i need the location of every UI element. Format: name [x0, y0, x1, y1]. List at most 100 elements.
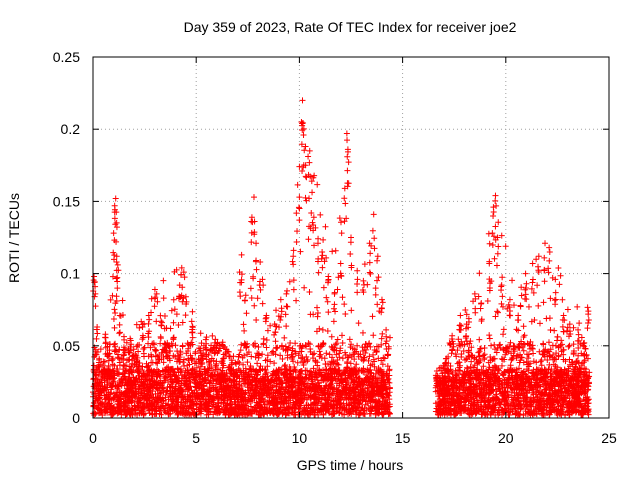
- data-point: [338, 376, 345, 383]
- data-point: [295, 352, 302, 359]
- data-point: [374, 375, 381, 382]
- data-point: [323, 294, 330, 301]
- data-point: [456, 342, 463, 349]
- data-point: [321, 355, 328, 362]
- data-point: [176, 356, 183, 363]
- data-point: [251, 302, 258, 309]
- data-point: [343, 381, 350, 388]
- data-point: [234, 358, 241, 365]
- data-point: [199, 378, 206, 385]
- data-points: [90, 97, 593, 419]
- data-point: [161, 379, 168, 386]
- data-point: [186, 392, 193, 399]
- data-point: [444, 404, 451, 411]
- data-point: [368, 373, 374, 380]
- data-point: [111, 306, 118, 313]
- data-point: [540, 299, 547, 306]
- data-point: [454, 347, 461, 354]
- data-point: [160, 277, 167, 284]
- data-point: [338, 371, 345, 378]
- data-point: [287, 377, 294, 384]
- data-point: [518, 284, 525, 291]
- data-point: [262, 371, 269, 378]
- data-point: [106, 395, 113, 402]
- data-point: [446, 374, 453, 381]
- data-point: [219, 368, 226, 375]
- data-point: [177, 365, 184, 372]
- data-point: [264, 352, 271, 359]
- data-point: [306, 288, 313, 295]
- data-point: [315, 411, 322, 418]
- data-point: [235, 365, 242, 372]
- data-point: [455, 394, 462, 401]
- data-point: [505, 348, 512, 355]
- data-point: [464, 364, 471, 371]
- data-point: [102, 351, 109, 358]
- data-point: [342, 311, 349, 318]
- data-point: [330, 385, 337, 392]
- data-point: [434, 387, 441, 394]
- data-point: [282, 411, 289, 418]
- data-point: [134, 342, 141, 349]
- data-point: [336, 354, 343, 361]
- data-point: [499, 303, 506, 310]
- data-point: [468, 358, 475, 365]
- data-point: [572, 380, 579, 387]
- data-point: [282, 343, 289, 350]
- data-point: [257, 367, 264, 374]
- data-point: [123, 339, 130, 346]
- data-point: [110, 390, 117, 397]
- data-point: [161, 373, 168, 380]
- data-point: [309, 380, 316, 387]
- data-point: [113, 365, 120, 372]
- data-point: [278, 370, 285, 377]
- data-point: [259, 351, 266, 358]
- data-point: [534, 381, 541, 388]
- data-point: [379, 299, 386, 306]
- data-point: [324, 373, 331, 380]
- data-point: [276, 388, 283, 395]
- data-point: [272, 344, 279, 351]
- data-point: [530, 409, 537, 416]
- data-point: [199, 359, 206, 366]
- data-point: [336, 397, 343, 404]
- data-point: [536, 320, 543, 327]
- data-point: [237, 387, 244, 394]
- data-point: [168, 307, 175, 314]
- data-point: [171, 306, 178, 313]
- data-point: [478, 386, 485, 393]
- data-point: [155, 356, 162, 363]
- data-point: [253, 317, 260, 324]
- data-point: [323, 405, 330, 412]
- data-point: [385, 409, 392, 416]
- data-point: [95, 410, 102, 417]
- data-point: [544, 356, 551, 363]
- data-point: [152, 379, 159, 386]
- data-point: [138, 407, 145, 414]
- data-point: [483, 380, 490, 387]
- data-point: [248, 294, 255, 301]
- data-point: [576, 320, 583, 327]
- data-point: [198, 403, 205, 410]
- data-point: [319, 402, 326, 409]
- data-point: [557, 272, 564, 279]
- data-point: [486, 364, 493, 371]
- data-point: [471, 389, 478, 396]
- data-point: [328, 365, 335, 372]
- data-point: [452, 351, 459, 358]
- data-point: [145, 340, 152, 347]
- data-point: [537, 358, 544, 365]
- data-point: [527, 360, 534, 367]
- data-point: [184, 369, 191, 376]
- data-point: [475, 349, 482, 356]
- data-point: [136, 324, 143, 331]
- data-point: [500, 369, 507, 376]
- data-point: [240, 321, 247, 328]
- data-point: [143, 402, 150, 409]
- data-point: [277, 404, 284, 411]
- data-point: [101, 359, 108, 366]
- data-point: [374, 301, 381, 308]
- data-point: [157, 312, 164, 319]
- data-point: [465, 324, 472, 331]
- data-point: [209, 403, 216, 410]
